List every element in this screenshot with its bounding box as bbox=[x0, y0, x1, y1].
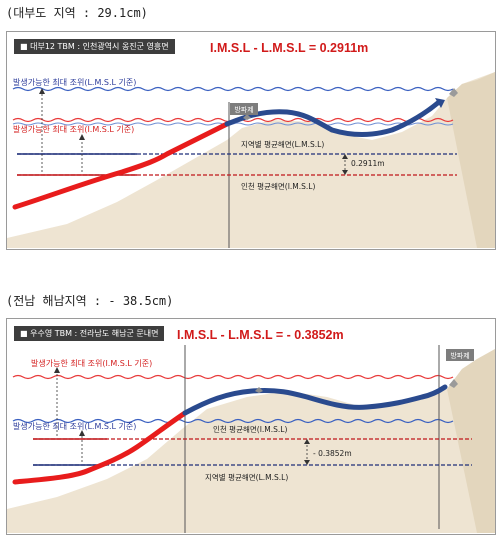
tetrapod-icon-2 bbox=[449, 379, 458, 388]
section2-diagram: 방파제 발생가능한 최대 조위(I.M.S.L 기준) 발생가능한 최대 조위(… bbox=[7, 345, 495, 533]
lmsl-label: 지역별 평균해면(L.M.S.L) bbox=[205, 472, 288, 482]
breakwater-blue-line bbox=[224, 99, 442, 137]
breakwater-label-box bbox=[446, 349, 474, 361]
section1-formula: I.M.S.L - L.M.S.L = 0.2911m bbox=[210, 41, 369, 55]
diff-arrow-down bbox=[304, 460, 310, 465]
section1-heading: (대부도 지역 : 29.1cm) bbox=[6, 6, 148, 20]
breakwater-end bbox=[435, 98, 445, 108]
arrow-upper-head bbox=[54, 367, 60, 373]
imsl-label: 인천 평균해면(I.M.S.L) bbox=[241, 181, 315, 191]
lmsl-label: 지역별 평균해면(L.M.S.L) bbox=[241, 139, 324, 149]
upper-tide-label: 발생가능한 최대 조위(L.M.S.L 기준) bbox=[13, 77, 136, 87]
diff-label: 0.2911m bbox=[351, 159, 385, 168]
section2-formula: I.M.S.L - L.M.S.L = - 0.3852m bbox=[177, 328, 344, 342]
tetrapod-icon-2 bbox=[449, 88, 458, 97]
land-area bbox=[7, 72, 495, 248]
section2-badge: ■ 우수영 TBM : 전라남도 해남군 문내면 bbox=[14, 326, 165, 341]
lower-tide-label: 발생가능한 최대 조위(L.M.S.L 기준) bbox=[13, 421, 136, 431]
seawall-slope bbox=[447, 72, 495, 248]
upper-tide-label: 발생가능한 최대 조위(I.M.S.L 기준) bbox=[31, 358, 152, 368]
breakwater-label: 방파제 bbox=[450, 351, 469, 360]
wave-blue-line bbox=[12, 86, 454, 92]
ground-red-line bbox=[12, 410, 188, 485]
section1-badge: ■ 대부12 TBM : 인천광역시 옹진군 영흥면 bbox=[14, 39, 175, 54]
breakwater-blue-line bbox=[182, 384, 448, 416]
imsl-label: 인천 평균해면(I.M.S.L) bbox=[213, 424, 287, 434]
diff-arrow-up bbox=[342, 154, 348, 159]
seawall-slope bbox=[447, 349, 495, 533]
wave-blue-line bbox=[12, 418, 454, 424]
arrow-lower-head bbox=[79, 134, 85, 140]
diff-label: - 0.3852m bbox=[313, 449, 352, 458]
tetrapod-icon bbox=[255, 387, 263, 393]
arrow-upper-head bbox=[39, 88, 45, 94]
breakwater-label-box bbox=[230, 103, 258, 115]
breakwater-label: 방파제 bbox=[234, 105, 253, 114]
lower-tide-label: 발생가능한 최대 조위(I.M.S.L 기준) bbox=[13, 124, 134, 134]
land-area bbox=[7, 349, 495, 533]
section2-panel: 방파제 발생가능한 최대 조위(I.M.S.L 기준) 발생가능한 최대 조위(… bbox=[6, 318, 496, 535]
section1-diagram: 방파제 발생가능한 최대 조위(L.M.S.L 기준) 발생가능한 최대 조위(… bbox=[7, 72, 495, 248]
section2-heading: (전남 해남지역 : - 38.5cm) bbox=[6, 294, 174, 308]
arrow-lower-head bbox=[79, 430, 85, 436]
diff-arrow-down bbox=[342, 170, 348, 175]
ground-red-line bbox=[12, 121, 230, 210]
tetrapod-icon bbox=[243, 114, 251, 120]
section1-panel: 방파제 발생가능한 최대 조위(L.M.S.L 기준) 발생가능한 최대 조위(… bbox=[6, 31, 496, 250]
diff-arrow-up bbox=[304, 439, 310, 444]
wave-red-line bbox=[12, 374, 454, 380]
